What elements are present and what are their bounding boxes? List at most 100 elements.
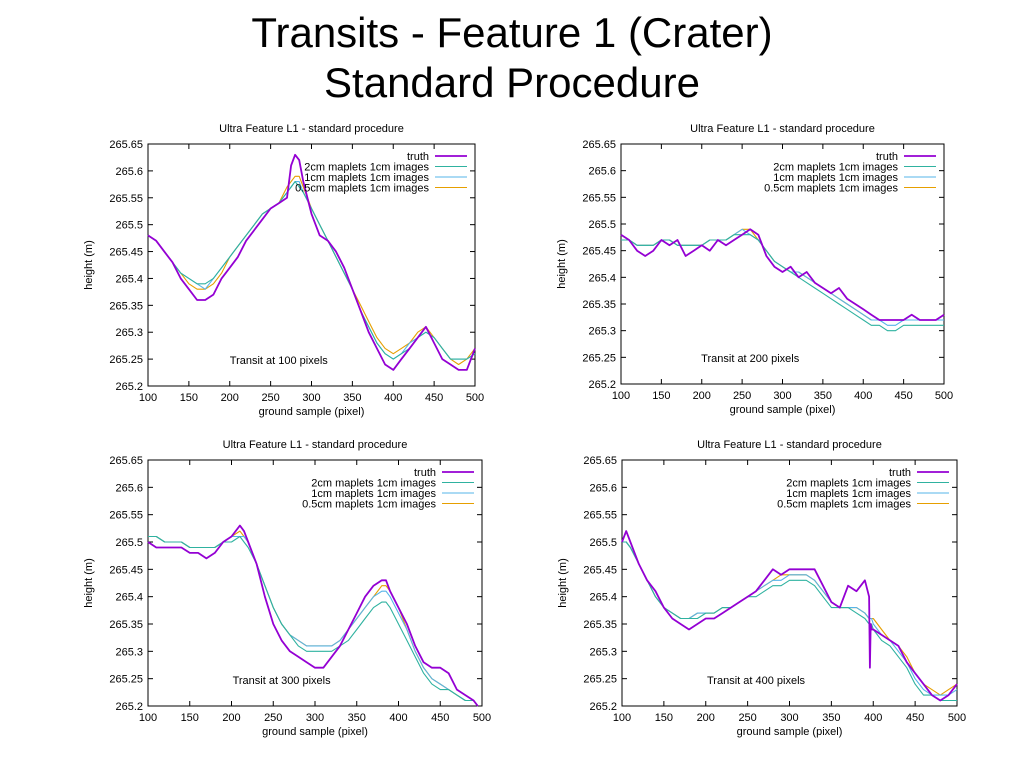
chart-1-y-tick-label: 265.65 bbox=[109, 139, 143, 151]
chart-3-y-tick-label: 265.45 bbox=[109, 564, 143, 576]
chart-4-annotation: Transit at 400 pixels bbox=[707, 675, 806, 687]
chart-2-x-tick-label: 450 bbox=[894, 390, 912, 402]
chart-4-series-1-line bbox=[621, 530, 958, 702]
chart-2-series-2-line bbox=[621, 234, 944, 332]
chart-1-y-tick-label: 265.25 bbox=[109, 354, 143, 366]
chart-3-legend-label-1: truth bbox=[414, 467, 436, 479]
chart-2-x-tick-label: 300 bbox=[773, 390, 791, 402]
chart-1-legend-label-4: 0.5cm maplets 1cm images bbox=[295, 183, 429, 195]
chart-3-x-tick-label: 100 bbox=[139, 712, 157, 724]
chart-4-x-tick-label: 200 bbox=[697, 712, 715, 724]
chart-2-y-axis-label: height (m) bbox=[556, 239, 568, 289]
chart-3-y-tick-label: 265.5 bbox=[115, 537, 143, 549]
chart-1-x-tick-label: 150 bbox=[180, 392, 198, 404]
chart-1-y-tick-label: 265.4 bbox=[115, 273, 143, 285]
chart-2-y-tick-label: 265.4 bbox=[588, 272, 616, 284]
chart-4-y-tick-label: 265.65 bbox=[583, 455, 617, 467]
chart-1-y-tick-label: 265.3 bbox=[115, 327, 143, 339]
chart-2-x-tick-label: 400 bbox=[854, 390, 872, 402]
chart-4-y-tick-label: 265.45 bbox=[583, 564, 617, 576]
chart-3-x-tick-label: 400 bbox=[389, 712, 407, 724]
chart-3-y-tick-label: 265.55 bbox=[109, 510, 143, 522]
chart-1-x-tick-label: 500 bbox=[466, 392, 484, 404]
chart-3-y-tick-label: 265.35 bbox=[109, 619, 143, 631]
chart-4-legend-label-3: 1cm maplets 1cm images bbox=[786, 488, 911, 500]
chart-3-x-axis-label: ground sample (pixel) bbox=[262, 726, 368, 738]
chart-2-legend-label-1: truth bbox=[876, 151, 898, 163]
chart-3-x-tick-label: 500 bbox=[473, 712, 491, 724]
chart-1-legend-label-3: 1cm maplets 1cm images bbox=[304, 172, 429, 184]
chart-3-title: Ultra Feature L1 - standard procedure bbox=[223, 439, 408, 451]
chart-3-x-tick-label: 250 bbox=[264, 712, 282, 724]
slide-title: Transits - Feature 1 (Crater) Standard P… bbox=[0, 8, 1024, 108]
chart-3-y-tick-label: 265.4 bbox=[115, 592, 143, 604]
chart-3-y-tick-label: 265.25 bbox=[109, 674, 143, 686]
chart-4-series-2-line bbox=[622, 541, 957, 702]
chart-2-y-tick-label: 265.65 bbox=[582, 139, 616, 151]
chart-2-legend-label-4: 0.5cm maplets 1cm images bbox=[764, 183, 898, 195]
chart-3-legend-label-2: 2cm maplets 1cm images bbox=[311, 478, 436, 490]
chart-2-y-tick-label: 265.55 bbox=[582, 192, 616, 204]
chart-1-y-axis-label: height (m) bbox=[83, 240, 95, 290]
chart-3-x-tick-label: 300 bbox=[306, 712, 324, 724]
chart-3-series-1-line bbox=[147, 524, 479, 707]
chart-1-y-tick-label: 265.6 bbox=[115, 166, 143, 178]
chart-4-legend-label-4: 0.5cm maplets 1cm images bbox=[777, 499, 911, 511]
chart-2-x-tick-label: 200 bbox=[693, 390, 711, 402]
chart-4-y-tick-label: 265.4 bbox=[589, 592, 617, 604]
chart-4-y-tick-label: 265.55 bbox=[583, 510, 617, 522]
chart-2-legend-label-2: 2cm maplets 1cm images bbox=[773, 162, 898, 174]
chart-1-title: Ultra Feature L1 - standard procedure bbox=[219, 123, 404, 135]
chart-4-x-tick-label: 100 bbox=[613, 712, 631, 724]
chart-2-y-tick-label: 265.3 bbox=[588, 326, 616, 338]
chart-2-title: Ultra Feature L1 - standard procedure bbox=[690, 123, 875, 135]
chart-4-y-tick-label: 265.6 bbox=[589, 482, 617, 494]
chart-4-y-tick-label: 265.2 bbox=[589, 701, 617, 713]
chart-4-x-tick-label: 400 bbox=[864, 712, 882, 724]
chart-4-x-tick-label: 500 bbox=[948, 712, 966, 724]
chart-2-y-tick-label: 265.45 bbox=[582, 246, 616, 258]
chart-3-y-tick-label: 265.3 bbox=[115, 646, 143, 658]
chart-1-y-tick-label: 265.45 bbox=[109, 247, 143, 259]
chart-1-x-tick-label: 300 bbox=[302, 392, 320, 404]
chart-3-legend-label-4: 0.5cm maplets 1cm images bbox=[302, 499, 436, 511]
slide-title-line1: Transits - Feature 1 (Crater) bbox=[251, 9, 773, 56]
chart-2-x-axis-label: ground sample (pixel) bbox=[730, 404, 836, 416]
chart-4-x-tick-label: 250 bbox=[738, 712, 756, 724]
chart-2-x-tick-label: 350 bbox=[814, 390, 832, 402]
chart-1-x-tick-label: 200 bbox=[221, 392, 239, 404]
chart-4-x-tick-label: 150 bbox=[655, 712, 673, 724]
chart-1-series-1-line bbox=[147, 153, 476, 371]
chart-3-x-tick-label: 450 bbox=[431, 712, 449, 724]
chart-3-legend-label-3: 1cm maplets 1cm images bbox=[311, 488, 436, 500]
chart-3-y-tick-label: 265.6 bbox=[115, 482, 143, 494]
chart-4-y-tick-label: 265.35 bbox=[583, 619, 617, 631]
chart-4-y-axis-label: height (m) bbox=[557, 558, 569, 608]
chart-3-x-tick-label: 350 bbox=[348, 712, 366, 724]
chart-4-x-tick-label: 350 bbox=[822, 712, 840, 724]
chart-4-legend-label-2: 2cm maplets 1cm images bbox=[786, 478, 911, 490]
chart-1-y-tick-label: 265.35 bbox=[109, 300, 143, 312]
chart-4-y-tick-label: 265.5 bbox=[589, 537, 617, 549]
chart-2-legend-label-3: 1cm maplets 1cm images bbox=[773, 172, 898, 184]
chart-3-y-tick-label: 265.2 bbox=[115, 701, 143, 713]
chart-2-x-tick-label: 500 bbox=[935, 390, 953, 402]
chart-4-y-tick-label: 265.25 bbox=[583, 674, 617, 686]
chart-2-y-tick-label: 265.6 bbox=[588, 166, 616, 178]
chart-1-legend-label-1: truth bbox=[407, 151, 429, 163]
chart-2-x-tick-label: 250 bbox=[733, 390, 751, 402]
chart-2-annotation: Transit at 200 pixels bbox=[701, 353, 800, 365]
chart-4-x-tick-label: 300 bbox=[780, 712, 798, 724]
chart-1-y-tick-label: 265.55 bbox=[109, 193, 143, 205]
chart-4-legend-label-1: truth bbox=[889, 467, 911, 479]
chart-1-legend-label-2: 2cm maplets 1cm images bbox=[304, 162, 429, 174]
chart-3-y-tick-label: 265.65 bbox=[109, 455, 143, 467]
chart-3-x-tick-label: 200 bbox=[222, 712, 240, 724]
chart-1-x-tick-label: 400 bbox=[384, 392, 402, 404]
chart-1-annotation: Transit at 100 pixels bbox=[230, 355, 329, 367]
chart-3-x-tick-label: 150 bbox=[181, 712, 199, 724]
